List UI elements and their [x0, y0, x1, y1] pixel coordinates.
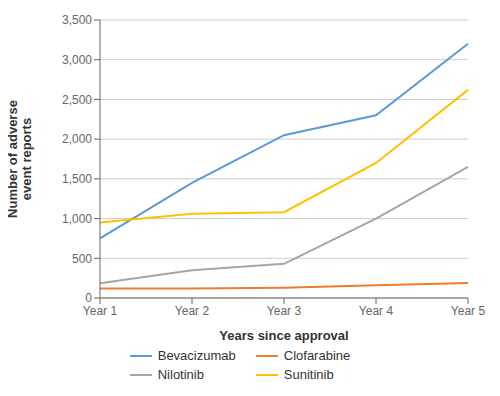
- svg-text:Year 3: Year 3: [267, 304, 302, 318]
- svg-text:2,000: 2,000: [62, 132, 92, 146]
- svg-text:Year 5: Year 5: [451, 304, 486, 318]
- svg-text:2,500: 2,500: [62, 93, 92, 107]
- svg-text:3,000: 3,000: [62, 53, 92, 67]
- svg-text:3,500: 3,500: [62, 13, 92, 27]
- html-text:Clofarabine: Clofarabine: [283, 348, 351, 363]
- html-text:Nilotinib: Nilotinib: [157, 367, 204, 382]
- html-text:Bevacizumab: Bevacizumab: [157, 348, 236, 363]
- svg-text:500: 500: [72, 252, 92, 266]
- html-text:Sunitinib: Sunitinib: [283, 367, 334, 382]
- svg-text:Year 4: Year 4: [359, 304, 394, 318]
- svg-text:1,500: 1,500: [62, 172, 92, 186]
- svg-text:1,000: 1,000: [62, 212, 92, 226]
- svg-text:Number of adverseevent reports: Number of adverseevent reports: [8, 100, 34, 218]
- svg-text:Year 1: Year 1: [83, 304, 118, 318]
- svg-text:Years since approval: Years since approval: [219, 328, 348, 343]
- svg-text:0: 0: [85, 291, 92, 305]
- svg-text:Year 2: Year 2: [175, 304, 210, 318]
